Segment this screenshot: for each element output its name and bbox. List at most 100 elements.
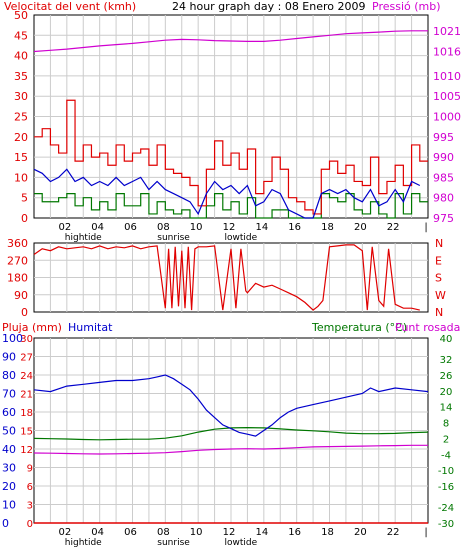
x-tick-label: |	[424, 527, 427, 538]
x-tick-label: 12	[223, 527, 236, 538]
wind-speed-tick: 20	[14, 131, 28, 144]
event-label-lowtide: lowtide	[225, 538, 258, 548]
x-tick-label: 08	[157, 222, 170, 233]
direction-compass-tick: N	[435, 306, 443, 319]
rain-tick: 12	[20, 445, 33, 456]
pressure-tick: 975	[433, 212, 454, 225]
event-label-hightide: hightide	[65, 538, 102, 548]
x-tick-label: 14	[255, 222, 268, 233]
wind-direction-series	[33, 244, 420, 311]
x-tick-label: 18	[321, 527, 334, 538]
dewpoint-axis-title: Punt rosada	[395, 321, 460, 334]
temperature-tick: -10	[438, 466, 454, 477]
rain-tick: 6	[27, 482, 33, 493]
x-tick-label: 22	[387, 222, 400, 233]
dewpoint-series	[33, 444, 428, 455]
humidity-tick: 100	[2, 332, 23, 345]
x-tick-label: 22	[387, 527, 400, 538]
x-tick-label: 16	[288, 222, 301, 233]
wind-speed-tick: 40	[14, 50, 28, 63]
humidity-tick: 0	[2, 517, 9, 530]
rain-tick: 18	[20, 408, 33, 419]
wind-speed-tick: 35	[14, 70, 28, 83]
temperature-tick: 40	[440, 334, 453, 345]
x-tick-label: 14	[255, 527, 268, 538]
temperature-tick: -30	[438, 519, 454, 530]
temperature-tick: -16	[438, 482, 454, 493]
wind-speed-tick: 45	[14, 29, 28, 42]
x-tick-label: 10	[190, 527, 203, 538]
wind-speed-tick: 15	[14, 151, 28, 164]
direction-compass-tick: E	[435, 254, 442, 267]
direction-compass-tick: S	[435, 272, 442, 285]
wind-speed-tick: 50	[14, 9, 28, 22]
direction-degree-tick: 180	[7, 272, 28, 285]
x-tick-label: 06	[124, 222, 137, 233]
temperature-tick: 32	[440, 355, 453, 366]
temperature-tick: 2	[443, 434, 449, 445]
humidity-tick: 90	[2, 351, 16, 364]
x-tick-label: 10	[190, 222, 203, 233]
direction-degree-tick: 360	[7, 237, 28, 250]
rain-tick: 15	[20, 427, 33, 438]
wind-speed-tick: 0	[21, 212, 28, 225]
direction-degree-tick: 0	[21, 306, 28, 319]
rain-tick: 21	[20, 390, 33, 401]
pressure-tick: 990	[433, 151, 454, 164]
x-tick-label: 16	[288, 527, 301, 538]
humidity-tick: 60	[2, 406, 16, 419]
x-tick-label: 02	[58, 222, 71, 233]
pressure-axis-title: Pressió (mb)	[372, 0, 441, 13]
humidity-tick: 40	[2, 443, 16, 456]
chart-panels: 0510152025303540455097598098599099510001…	[2, 9, 461, 548]
direction-degree-tick: 90	[14, 289, 28, 302]
pressure-series	[33, 30, 428, 53]
humidity-tick: 30	[2, 462, 16, 475]
rain-tick: 9	[27, 464, 33, 475]
event-label-sunrise: sunrise	[157, 538, 190, 548]
x-tick-label: 12	[223, 222, 236, 233]
wind-avg-series	[33, 168, 421, 219]
temperature-tick: 26	[440, 371, 453, 382]
pressure-tick: 1016	[433, 46, 461, 59]
wind-max-series	[34, 99, 428, 215]
temperature-tick: 20	[440, 387, 453, 398]
temperature-tick: -24	[438, 503, 454, 514]
humidity-tick: 20	[2, 480, 16, 493]
x-tick-label: 02	[58, 527, 71, 538]
direction-compass-tick: N	[435, 237, 443, 250]
rain-tick: 0	[27, 519, 33, 530]
rain-axis-title: Pluja (mm)	[2, 321, 62, 334]
x-tick-label: 08	[157, 527, 170, 538]
direction-compass-tick: W	[435, 289, 446, 302]
x-tick-label: 20	[354, 222, 367, 233]
event-label-sunrise: sunrise	[157, 233, 190, 243]
humidity-tick: 10	[2, 499, 16, 512]
humidity-axis-title: Humitat	[68, 321, 113, 334]
wind-speed-tick: 5	[21, 192, 28, 205]
x-tick-label: 04	[91, 222, 104, 233]
x-tick-label: 18	[321, 222, 334, 233]
wind-min-series	[34, 193, 428, 219]
direction-degree-tick: 270	[7, 254, 28, 267]
x-tick-label: 20	[354, 527, 367, 538]
event-label-lowtide: lowtide	[225, 233, 258, 243]
wind-speed-tick: 10	[14, 171, 28, 184]
pressure-tick: 995	[433, 131, 454, 144]
x-tick-label: |	[424, 222, 427, 233]
humidity-tick: 70	[2, 388, 16, 401]
wind-speed-tick: 25	[14, 111, 28, 124]
wind-speed-tick: 30	[14, 90, 28, 103]
humidity-tick: 50	[2, 425, 16, 438]
temperature-axis-title: Temperatura (°C)	[311, 321, 407, 334]
x-tick-label: 04	[91, 527, 104, 538]
temperature-series	[33, 426, 429, 441]
pressure-tick: 980	[433, 192, 454, 205]
rain-tick: 30	[20, 334, 33, 345]
wind-speed-axis-title: Velocitat del vent (kmh)	[4, 0, 136, 13]
humidity-series	[33, 374, 429, 437]
temperature-tick: 8	[443, 419, 449, 430]
pressure-tick: 1010	[433, 70, 461, 83]
pressure-tick: 1000	[433, 111, 461, 124]
